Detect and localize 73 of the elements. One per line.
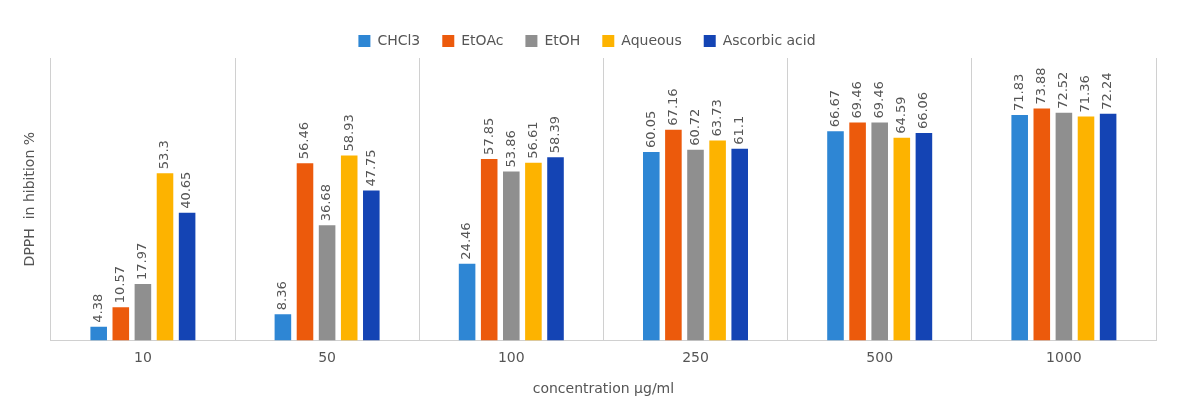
legend-label: Ascorbic acid [722,31,816,48]
x-tick-label: 50 [318,349,337,366]
bar [112,307,130,341]
data-label: 73.88 [1033,67,1049,105]
legend-label: Aqueous [621,31,682,48]
bar [643,151,660,341]
bar [1033,108,1051,341]
data-label: 66.67 [826,89,842,128]
bar [458,263,476,341]
bar [480,158,498,341]
bar [525,162,542,341]
x-tick-label: 1000 [1046,349,1082,366]
bar [90,326,107,341]
bar [709,140,726,341]
data-label: 57.85 [480,117,496,155]
bar [340,155,358,341]
data-label: 72.24 [1099,72,1115,110]
data-label: 58.93 [340,114,356,152]
legend-label: CHCl3 [377,31,421,48]
bar [156,173,174,341]
bar [503,171,520,341]
data-label: 56.61 [524,121,540,159]
legend-label: EtOH [544,31,581,48]
x-tick-label: 250 [682,349,709,366]
data-label: 53.3 [156,140,172,170]
bar [178,212,196,341]
bar [915,133,933,341]
bar [849,122,866,341]
bar [871,122,888,341]
x-axis-title: concentration µg/ml [532,380,675,397]
data-label: 17.97 [134,242,150,281]
bar [1011,115,1028,341]
data-label: 66.06 [915,91,931,130]
data-label: 60.05 [642,110,658,148]
data-label: 56.46 [296,122,312,160]
bar [665,129,682,341]
data-label: 71.36 [1077,75,1093,113]
data-label: 4.38 [90,293,106,323]
bar [134,284,152,341]
x-tick-label: 500 [866,349,894,366]
x-tick-label: 100 [497,349,525,366]
bar [893,137,911,341]
data-label: 53.86 [502,130,518,168]
data-label: 8.36 [274,281,290,311]
data-label: 69.46 [871,81,887,119]
bar [318,225,336,341]
data-label: 60.72 [686,108,702,146]
data-label: 58.39 [546,115,562,154]
bar [547,157,564,341]
bar [827,131,844,341]
y-axis-title: DPPH in hibition % [21,131,38,267]
data-label: 69.46 [848,81,864,119]
data-label: 36.68 [318,184,334,222]
legend-label: EtOAc [461,31,504,48]
data-label: 24.46 [458,222,474,260]
data-label: 40.65 [178,171,194,209]
data-label: 72.52 [1055,71,1071,109]
bar [363,190,380,341]
bar [296,163,314,341]
bar [1077,116,1095,341]
x-tick-label: 10 [133,349,152,366]
bar [687,149,704,341]
bar [274,314,292,341]
data-label: 47.75 [362,149,378,187]
data-label: 71.83 [1011,73,1027,112]
data-label: 10.57 [112,266,128,304]
data-label: 67.16 [664,88,680,126]
bar [1099,113,1117,341]
data-label: 63.73 [708,99,724,137]
data-label: 64.59 [893,96,909,134]
data-label: 61.1 [731,115,747,145]
bar [731,148,748,341]
bar [1055,112,1073,341]
